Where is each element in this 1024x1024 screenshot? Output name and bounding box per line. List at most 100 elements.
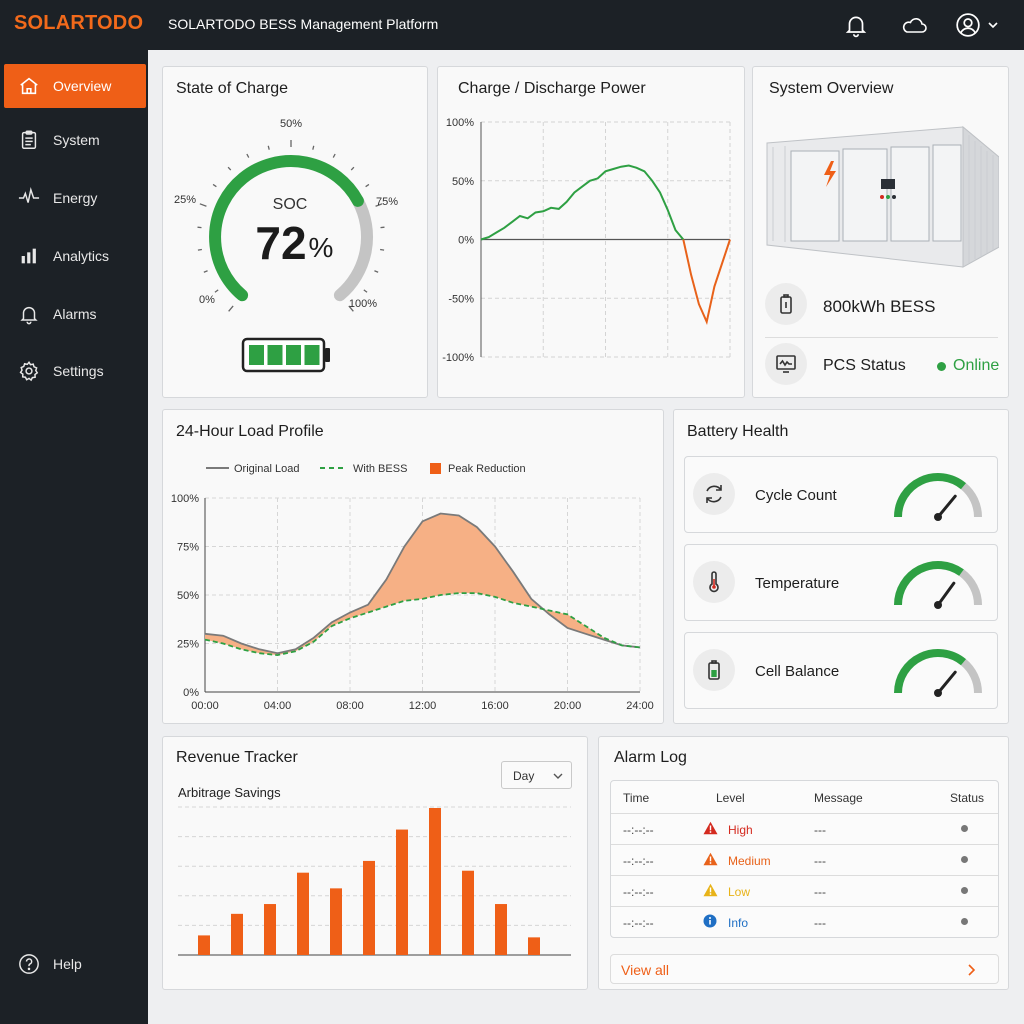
brand-logo[interactable]: SOLARTODO bbox=[14, 12, 144, 34]
gauge-tick bbox=[203, 270, 208, 273]
alarm-row[interactable]: --:--:-- High --- bbox=[611, 813, 998, 844]
sidebar-item-help[interactable]: Help bbox=[4, 942, 146, 986]
column-header-time: Time bbox=[623, 791, 650, 805]
gauge-hub bbox=[934, 513, 942, 521]
revenue-bar bbox=[396, 829, 408, 955]
y-tick-label: -100% bbox=[442, 352, 474, 364]
revenue-bar bbox=[363, 860, 375, 955]
health-gauge bbox=[894, 473, 982, 521]
gauge-tick bbox=[374, 270, 379, 273]
gauge-fill bbox=[894, 560, 964, 606]
divider bbox=[765, 337, 998, 338]
top-bar: SOLARTODO SOLARTODO BESS Management Plat… bbox=[0, 0, 1024, 50]
revenue-bar bbox=[495, 904, 507, 955]
sidebar-item-analytics[interactable]: Analytics bbox=[4, 234, 146, 278]
gauge-tick bbox=[363, 289, 368, 293]
alarm-row[interactable]: --:--:-- Medium --- bbox=[611, 844, 998, 875]
status-dot bbox=[961, 825, 968, 832]
card-title: Revenue Tracker bbox=[176, 749, 298, 766]
gear-icon bbox=[19, 361, 39, 382]
pcs-status-value: Online bbox=[953, 357, 1000, 374]
info-icon bbox=[703, 914, 717, 931]
warning-icon bbox=[703, 821, 718, 838]
revenue-card: Revenue Tracker Arbitrage Savings Day bbox=[162, 736, 588, 990]
alarm-level: Info bbox=[728, 916, 749, 930]
bess-container-image bbox=[766, 125, 999, 268]
sidebar-item-settings[interactable]: Settings bbox=[4, 349, 146, 393]
cloud-icon[interactable] bbox=[900, 12, 928, 38]
series-discharge bbox=[682, 239, 731, 326]
status-dot bbox=[937, 362, 946, 371]
card-title: System Overview bbox=[769, 80, 894, 97]
alarm-time: --:--:-- bbox=[623, 823, 654, 837]
help-icon bbox=[19, 954, 39, 974]
battery-icon bbox=[765, 283, 807, 325]
bell-icon[interactable] bbox=[843, 12, 869, 38]
revenue-bar bbox=[264, 904, 276, 955]
health-gauge bbox=[894, 560, 983, 609]
x-tick-label: 20:00 bbox=[554, 700, 582, 712]
battery-health-card: Battery Health Cycle Count Temperature Cel… bbox=[673, 409, 1009, 724]
period-select-value: Day bbox=[513, 769, 535, 783]
gauge-tick bbox=[214, 289, 219, 293]
gauge-tick bbox=[332, 153, 336, 158]
card-title: Charge / Discharge Power bbox=[458, 80, 646, 97]
user-icon[interactable] bbox=[955, 12, 981, 38]
period-select[interactable]: Day bbox=[501, 761, 572, 789]
gauge-tick bbox=[375, 203, 383, 207]
view-all-button[interactable]: View all bbox=[610, 954, 999, 984]
alarm-time: --:--:-- bbox=[623, 885, 654, 899]
series-with-bess bbox=[204, 592, 641, 657]
revenue-chart bbox=[178, 806, 571, 956]
warning-icon bbox=[703, 852, 718, 869]
chevron-down-icon[interactable] bbox=[986, 12, 1000, 38]
chevron-right-icon bbox=[968, 964, 976, 976]
alarm-message: --- bbox=[814, 885, 826, 899]
view-all-label: View all bbox=[621, 962, 669, 978]
sidebar-item-label: Overview bbox=[53, 78, 112, 94]
gauge-tick bbox=[227, 166, 232, 171]
alarm-row[interactable]: --:--:-- Low --- bbox=[611, 875, 998, 906]
bell-icon bbox=[20, 306, 38, 325]
status-dot bbox=[961, 887, 968, 894]
gauge-needle bbox=[936, 494, 957, 519]
alarm-message: --- bbox=[814, 823, 826, 837]
column-header-message: Message bbox=[814, 791, 863, 805]
sidebar-item-system[interactable]: System bbox=[4, 118, 146, 162]
sidebar-item-overview[interactable]: Overview bbox=[4, 64, 146, 108]
pcs-status-label: PCS Status bbox=[823, 357, 906, 374]
gauge-track bbox=[960, 483, 982, 518]
sidebar-item-energy[interactable]: Energy bbox=[4, 176, 146, 220]
legend-bess: With BESS bbox=[353, 463, 407, 475]
health-item-label: Cell Balance bbox=[755, 663, 840, 680]
health-gauge bbox=[894, 649, 982, 697]
alarm-level: Low bbox=[728, 885, 751, 899]
sidebar: Overview System Energy Analytics Alarms … bbox=[0, 50, 148, 1024]
gauge-track bbox=[960, 659, 982, 694]
tick-label: 100% bbox=[349, 298, 377, 310]
y-tick-label: 0% bbox=[458, 235, 474, 247]
soc-unit: % bbox=[309, 232, 334, 263]
gauge-tick bbox=[348, 305, 354, 312]
x-tick-label: 08:00 bbox=[336, 700, 364, 712]
y-tick-label: 50% bbox=[452, 176, 474, 188]
gauge-tick bbox=[312, 145, 315, 150]
health-item: Temperature bbox=[684, 544, 998, 621]
alarm-message: --- bbox=[814, 916, 826, 930]
series-charge bbox=[480, 164, 685, 241]
x-tick-label: 12:00 bbox=[409, 700, 437, 712]
alarm-row[interactable]: --:--:-- Info --- bbox=[611, 906, 998, 937]
battery-bar bbox=[304, 345, 320, 365]
warning-icon bbox=[703, 883, 718, 900]
soc-card: State of Charge SOC 72 % 50% 25% 75% 0% … bbox=[162, 66, 428, 398]
sidebar-item-alarms[interactable]: Alarms bbox=[4, 292, 146, 336]
revenue-bar bbox=[429, 808, 441, 955]
y-tick-label: 0% bbox=[183, 687, 199, 699]
health-item: Cycle Count bbox=[684, 456, 998, 533]
gauge-needle bbox=[936, 581, 956, 607]
power-chart: 100% 50% 0% -50% -100% bbox=[442, 117, 731, 364]
tick-label: 0% bbox=[199, 294, 215, 306]
x-tick-label: 00:00 bbox=[191, 700, 219, 712]
revenue-bar bbox=[330, 888, 342, 955]
y-tick-label: -50% bbox=[448, 293, 474, 305]
